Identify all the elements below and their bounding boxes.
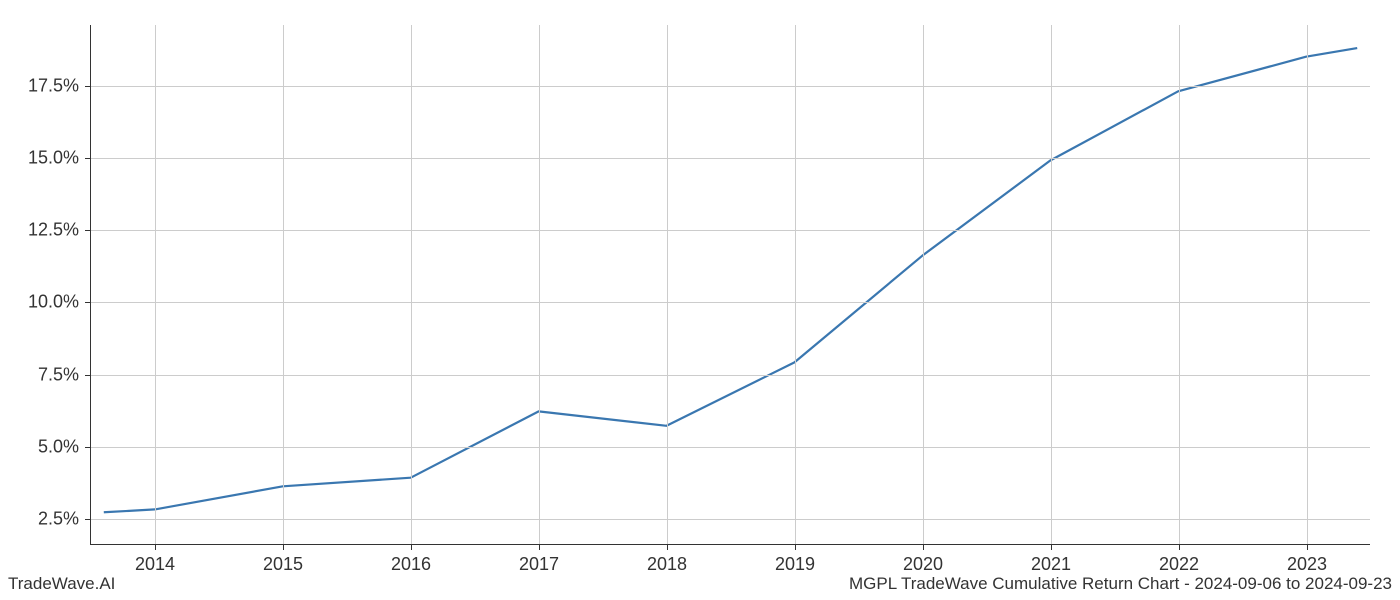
footer-caption: MGPL TradeWave Cumulative Return Chart -… xyxy=(849,574,1392,594)
footer-brand: TradeWave.AI xyxy=(8,574,115,594)
x-tick-label: 2016 xyxy=(391,554,431,575)
grid-line-vertical xyxy=(795,25,796,544)
y-tick xyxy=(85,302,91,303)
x-tick xyxy=(795,544,796,550)
grid-line-vertical xyxy=(283,25,284,544)
x-tick-label: 2023 xyxy=(1287,554,1327,575)
grid-line-vertical xyxy=(539,25,540,544)
x-tick xyxy=(539,544,540,550)
grid-line-vertical xyxy=(667,25,668,544)
y-tick-label: 12.5% xyxy=(28,220,79,241)
grid-line-horizontal xyxy=(91,519,1370,520)
x-tick-label: 2019 xyxy=(775,554,815,575)
y-tick-label: 5.0% xyxy=(38,436,79,457)
data-line xyxy=(104,48,1357,512)
x-tick xyxy=(155,544,156,550)
x-tick xyxy=(923,544,924,550)
y-tick xyxy=(85,519,91,520)
grid-line-vertical xyxy=(411,25,412,544)
x-tick xyxy=(283,544,284,550)
grid-line-horizontal xyxy=(91,447,1370,448)
y-tick xyxy=(85,86,91,87)
y-tick xyxy=(85,158,91,159)
x-tick-label: 2020 xyxy=(903,554,943,575)
chart-container: 2014201520162017201820192020202120222023… xyxy=(90,25,1370,545)
grid-line-vertical xyxy=(155,25,156,544)
x-tick-label: 2021 xyxy=(1031,554,1071,575)
x-tick-label: 2022 xyxy=(1159,554,1199,575)
grid-line-horizontal xyxy=(91,375,1370,376)
y-tick-label: 17.5% xyxy=(28,75,79,96)
y-tick-label: 10.0% xyxy=(28,292,79,313)
grid-line-horizontal xyxy=(91,86,1370,87)
x-tick-label: 2015 xyxy=(263,554,303,575)
y-tick-label: 7.5% xyxy=(38,364,79,385)
y-tick-label: 2.5% xyxy=(38,509,79,530)
x-tick xyxy=(411,544,412,550)
y-tick xyxy=(85,375,91,376)
x-tick-label: 2017 xyxy=(519,554,559,575)
x-tick-label: 2014 xyxy=(135,554,175,575)
grid-line-horizontal xyxy=(91,230,1370,231)
grid-line-horizontal xyxy=(91,158,1370,159)
x-tick xyxy=(1307,544,1308,550)
grid-line-vertical xyxy=(1051,25,1052,544)
x-tick xyxy=(1051,544,1052,550)
plot-area: 2014201520162017201820192020202120222023… xyxy=(90,25,1370,545)
y-tick-label: 15.0% xyxy=(28,147,79,168)
x-tick-label: 2018 xyxy=(647,554,687,575)
y-tick xyxy=(85,230,91,231)
x-tick xyxy=(1179,544,1180,550)
grid-line-vertical xyxy=(1179,25,1180,544)
grid-line-vertical xyxy=(923,25,924,544)
x-tick xyxy=(667,544,668,550)
grid-line-vertical xyxy=(1307,25,1308,544)
grid-line-horizontal xyxy=(91,302,1370,303)
y-tick xyxy=(85,447,91,448)
